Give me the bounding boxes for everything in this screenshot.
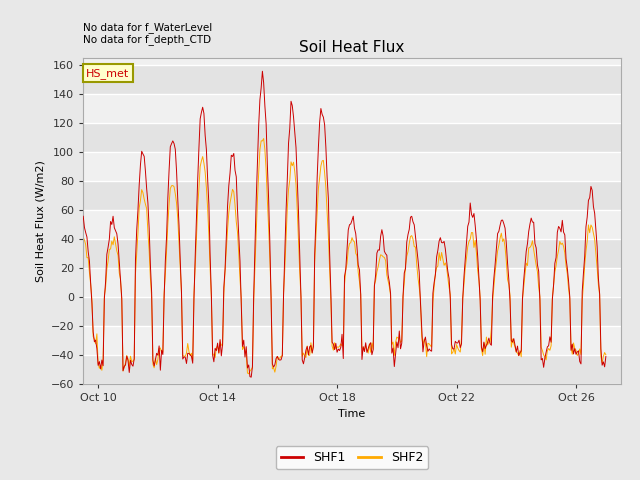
Text: HS_met: HS_met [86,68,129,79]
Bar [83,65,621,94]
Text: No data for f_WaterLevel: No data for f_WaterLevel [83,22,212,33]
Bar [83,355,621,384]
Bar [83,239,621,268]
Y-axis label: Soil Heat Flux (W/m2): Soil Heat Flux (W/m2) [35,160,45,282]
X-axis label: Time: Time [339,408,365,419]
Bar [83,123,621,152]
Legend: SHF1, SHF2: SHF1, SHF2 [276,446,428,469]
Bar [83,297,621,326]
Title: Soil Heat Flux: Soil Heat Flux [300,40,404,55]
Bar [83,181,621,210]
Text: No data for f_depth_CTD: No data for f_depth_CTD [83,34,211,45]
